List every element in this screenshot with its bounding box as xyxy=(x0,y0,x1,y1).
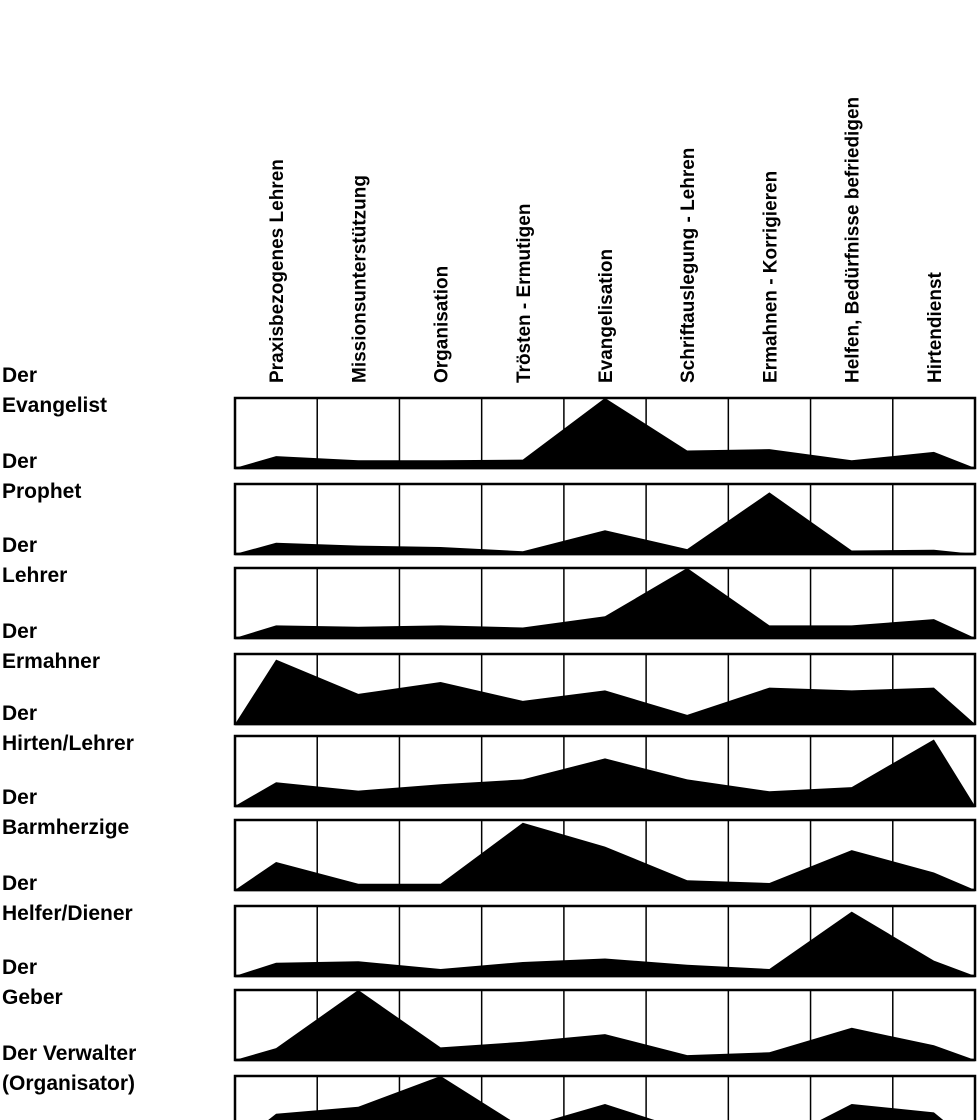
row-label-line2: Evangelist xyxy=(2,394,107,417)
row-label-line1: Der xyxy=(2,620,37,643)
profile-area xyxy=(235,492,975,554)
row-label-line1: Der xyxy=(2,534,37,557)
profile-row: Der Prophet xyxy=(2,450,977,556)
profile-row: Der Lehrer xyxy=(2,534,977,640)
row-label-line1: Der xyxy=(2,450,37,473)
row-label-line1: Der xyxy=(2,956,37,979)
profile-row: Der Ermahner xyxy=(2,620,977,726)
row-label-line2: Ermahner xyxy=(2,650,100,673)
profile-rows: Der Evangelist Der Prophet Der Lehrer Der Ermah… xyxy=(2,364,977,1120)
profile-area xyxy=(235,568,975,638)
column-label: Evangelisation xyxy=(596,249,617,383)
row-label-line2: Geber xyxy=(2,986,63,1009)
row-label-line2: Prophet xyxy=(2,480,81,503)
row-label-line2: Barmherzige xyxy=(2,816,129,839)
row-label-line1: Der xyxy=(2,872,37,895)
profile-area xyxy=(235,739,975,806)
column-label: Organisation xyxy=(432,266,453,383)
column-label: Schriftauslegung - Lehren xyxy=(678,148,699,383)
column-label: Helfen, Bedürfnisse befriedigen xyxy=(843,97,864,383)
row-label-line1: Der xyxy=(2,786,37,809)
profile-area xyxy=(235,990,975,1060)
column-label: Praxisbezogenes Lehren xyxy=(267,159,288,383)
profile-area xyxy=(235,822,975,890)
column-label: Ermahnen - Korrigieren xyxy=(760,171,781,383)
profile-area xyxy=(235,659,975,724)
column-label: Trösten - Ermutigen xyxy=(514,204,535,383)
row-label-line1: Der xyxy=(2,702,37,725)
profile-row: Der Geber xyxy=(2,956,977,1062)
column-labels: Praxisbezogenes Lehren Missionsunterstütz… xyxy=(267,97,946,383)
row-label-line1: Der xyxy=(2,364,37,387)
row-label-line1: Der Verwalter xyxy=(2,1042,136,1065)
profile-row: Der Hirten/Lehrer xyxy=(2,702,977,808)
profile-area xyxy=(235,398,975,468)
row-label-line2: Lehrer xyxy=(2,564,67,587)
row-label-line2: Helfer/Diener xyxy=(2,902,133,925)
profile-area xyxy=(268,1076,944,1120)
profile-row: Der Barmherzige xyxy=(2,786,977,892)
row-label-line2: Hirten/Lehrer xyxy=(2,732,134,755)
profile-row: Der Evangelist xyxy=(2,364,977,470)
column-label: Missionsunterstützung xyxy=(349,175,370,383)
profile-row: Der Verwalter (Organisator) xyxy=(2,1042,977,1120)
profile-row: Der Helfer/Diener xyxy=(2,872,977,978)
profile-area xyxy=(235,911,975,976)
column-label: Hirtendienst xyxy=(925,271,946,383)
row-label-line2: (Organisator) xyxy=(2,1072,135,1095)
